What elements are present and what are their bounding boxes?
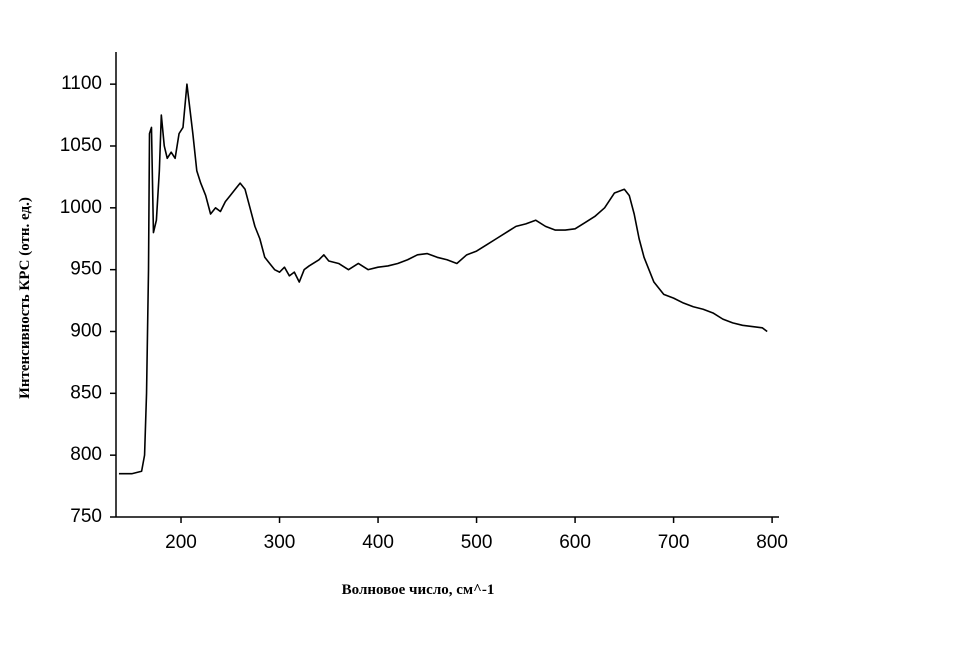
x-tick-label: 300 <box>264 532 296 553</box>
x-tick-label: 200 <box>165 532 197 553</box>
y-tick-label: 800 <box>70 444 102 465</box>
y-tick-label: 1050 <box>60 135 102 156</box>
y-tick-label: 1000 <box>60 197 102 218</box>
y-tick-label: 750 <box>70 506 102 527</box>
x-tick-label: 700 <box>658 532 690 553</box>
x-tick-label: 400 <box>362 532 394 553</box>
y-tick-label: 950 <box>70 259 102 280</box>
spectrum-line <box>118 83 768 475</box>
x-axis-label: Волновое число, см^-1 <box>342 582 495 598</box>
y-axis-label: Интенсивность КРС (отн. ед.) <box>17 197 33 399</box>
y-tick-label: 1100 <box>61 73 102 94</box>
x-tick-label: 600 <box>559 532 591 553</box>
x-tick-label: 500 <box>461 532 493 553</box>
y-tick-label: 900 <box>70 321 102 342</box>
y-tick-label: 850 <box>70 382 102 403</box>
x-tick-label: 800 <box>756 532 788 553</box>
